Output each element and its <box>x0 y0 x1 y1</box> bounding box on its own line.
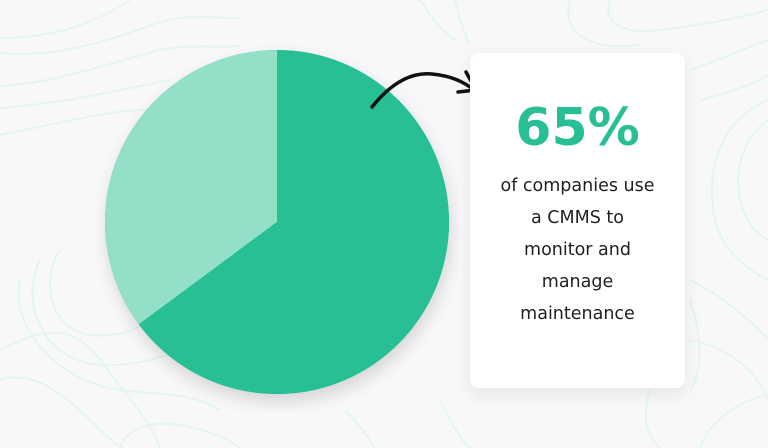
stat-description-line: of companies use <box>500 176 655 196</box>
pie-slice-other <box>104 50 277 325</box>
curved-arrow-icon <box>370 70 478 109</box>
stat-description: of companies use a CMMS to monitor and m… <box>470 170 685 330</box>
stat-value: 65% <box>515 98 640 158</box>
stat-description-line: monitor and <box>524 240 631 260</box>
stat-description-line: maintenance <box>520 304 635 324</box>
stat-description-line: a CMMS to <box>531 208 624 228</box>
stat-callout-card: 65% of companies use a CMMS to monitor a… <box>470 53 685 388</box>
pie-chart <box>104 50 449 394</box>
stat-description-line: manage <box>541 272 614 292</box>
pie-slice-cmms <box>138 50 449 394</box>
